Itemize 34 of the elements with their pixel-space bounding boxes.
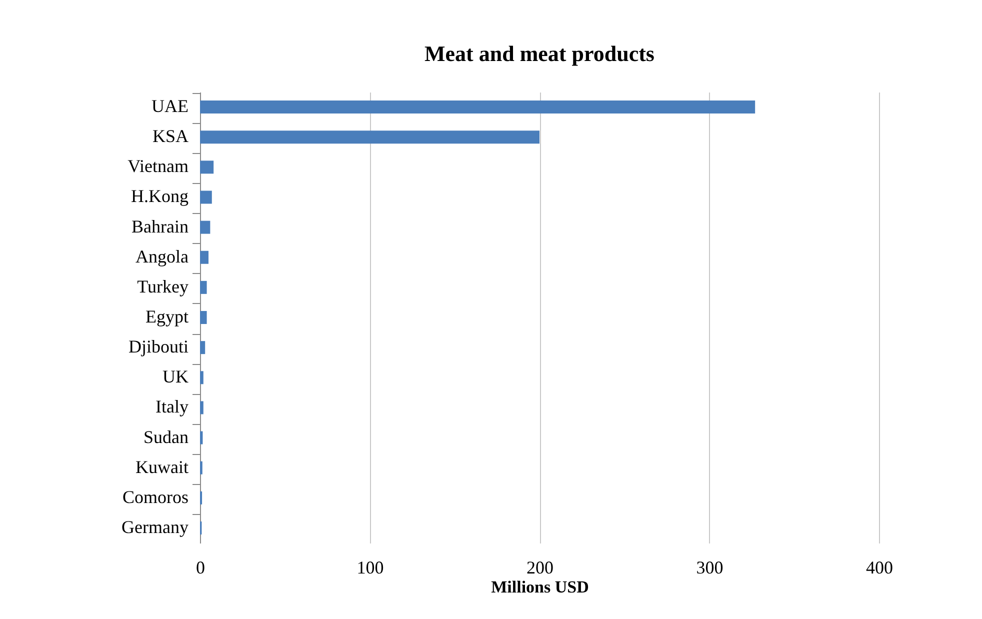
y-tick-label: Comoros [122, 486, 188, 507]
y-tick-label: Angola [136, 246, 188, 266]
x-axis-title: Millions USD [491, 578, 589, 596]
bar [200, 280, 207, 294]
bar [200, 371, 204, 384]
bar [200, 100, 756, 114]
bar [200, 311, 207, 324]
y-tick-label: Sudan [144, 426, 188, 447]
x-tick-label: 200 [526, 558, 554, 578]
y-tick-label: Italy [156, 396, 188, 417]
y-tick-label: Germany [122, 516, 188, 537]
bar [200, 220, 210, 234]
bar [200, 250, 208, 264]
y-tick-label: Turkey [137, 276, 188, 296]
y-tick-label: Egypt [146, 306, 188, 326]
bar [200, 341, 206, 354]
x-tick-label: 100 [356, 558, 384, 578]
y-tick-label: KSA [152, 126, 188, 146]
x-tick-label: 300 [696, 558, 724, 578]
y-tick-label: H.Kong [131, 186, 188, 206]
bar [200, 431, 203, 444]
y-tick-label: UAE [152, 96, 188, 116]
y-tick-label: Bahrain [132, 216, 188, 236]
x-tick-label: 400 [866, 558, 893, 578]
bar [200, 160, 214, 174]
x-tick-label: 0 [196, 558, 205, 578]
y-tick-label: Kuwait [136, 456, 188, 477]
bar [200, 190, 212, 204]
bar [200, 401, 204, 414]
y-tick-label: UK [162, 366, 188, 387]
bar [200, 130, 540, 144]
y-tick-label: Vietnam [128, 156, 188, 176]
chart-title: Meat and meat products [424, 41, 655, 66]
y-tick-label: Djibouti [128, 336, 188, 357]
